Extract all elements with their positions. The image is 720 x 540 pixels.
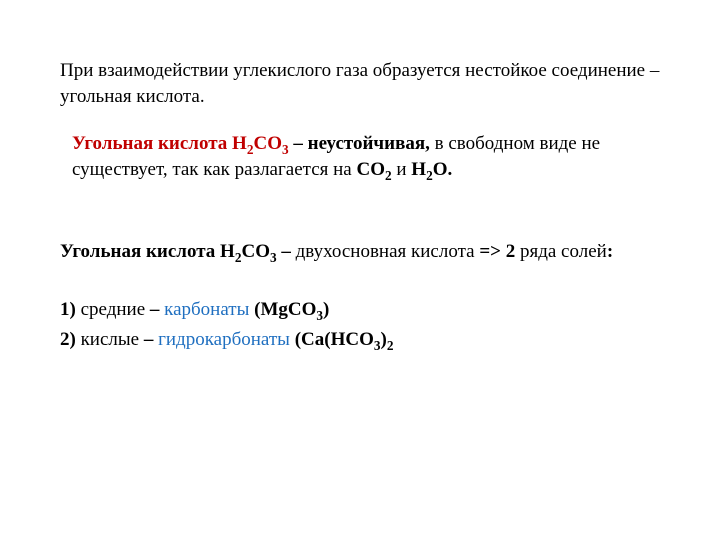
h2o-h: H [411,159,426,180]
i1f-open: (MgCO [249,299,316,320]
h2o: H2O. [411,159,452,180]
i2f-a: a(HCO [315,329,374,350]
s-lead: Угольная кислота [60,241,220,262]
item1-formula: (MgCO3) [249,299,329,320]
s-plain: двухосновная кислота [296,241,480,262]
h2o-sub: 2 [426,168,433,183]
s-formula: H2CO3 [220,241,277,262]
definition-paragraph: Угольная кислота H2CO3 – неустойчивая, в… [72,131,650,182]
def-formula: H2CO3 [232,133,289,154]
co2: CO2 [356,159,391,180]
co2-sub: 2 [385,168,392,183]
salts-paragraph: Угольная кислота H2CO3 – двухосновная ки… [60,237,660,355]
intro-paragraph: При взаимодействии углекислого газа обра… [60,58,660,109]
f-co: CO [253,133,282,154]
i2f-sub2: 2 [387,338,394,353]
f-sub2: 3 [282,142,289,157]
item2-word: кислые [81,329,144,350]
item1-word: средние [81,299,150,320]
item2-formula: (Сa(HCO3)2 [290,329,394,350]
intro-text: При взаимодействии углекислого газа обра… [60,60,659,107]
i2f-sub1: 3 [374,338,381,353]
item1-num: 1) [60,299,81,320]
sf-sub2: 3 [270,249,277,264]
f-h: H [232,133,247,154]
s-tail: ряда солей [520,241,607,262]
h2o-o: O. [433,159,453,180]
s-colon: : [607,241,613,262]
salts-block: Угольная кислота H2CO3 – двухосновная ки… [60,237,660,355]
and-word: и [392,159,412,180]
item1-term: карбонаты [164,299,249,320]
i2f-open: (С [290,329,315,350]
item2-num: 2) [60,329,81,350]
s-dash: – [277,241,296,262]
def-after-formula: – неустойчивая, [289,133,430,154]
sf-co: CO [241,241,270,262]
co2-co: CO [356,159,385,180]
item2-term: гидрокарбонаты [158,329,290,350]
item1-dash: – [150,299,164,320]
i1f-close: ) [323,299,329,320]
s-arrow: => 2 [479,241,520,262]
definition-block: Угольная кислота H2CO3 – неустойчивая, в… [60,131,660,182]
sf-h: H [220,241,235,262]
slide-page: При взаимодействии углекислого газа обра… [0,0,720,540]
item2-dash: – [144,329,158,350]
def-lead: Угольная кислота [72,133,232,154]
